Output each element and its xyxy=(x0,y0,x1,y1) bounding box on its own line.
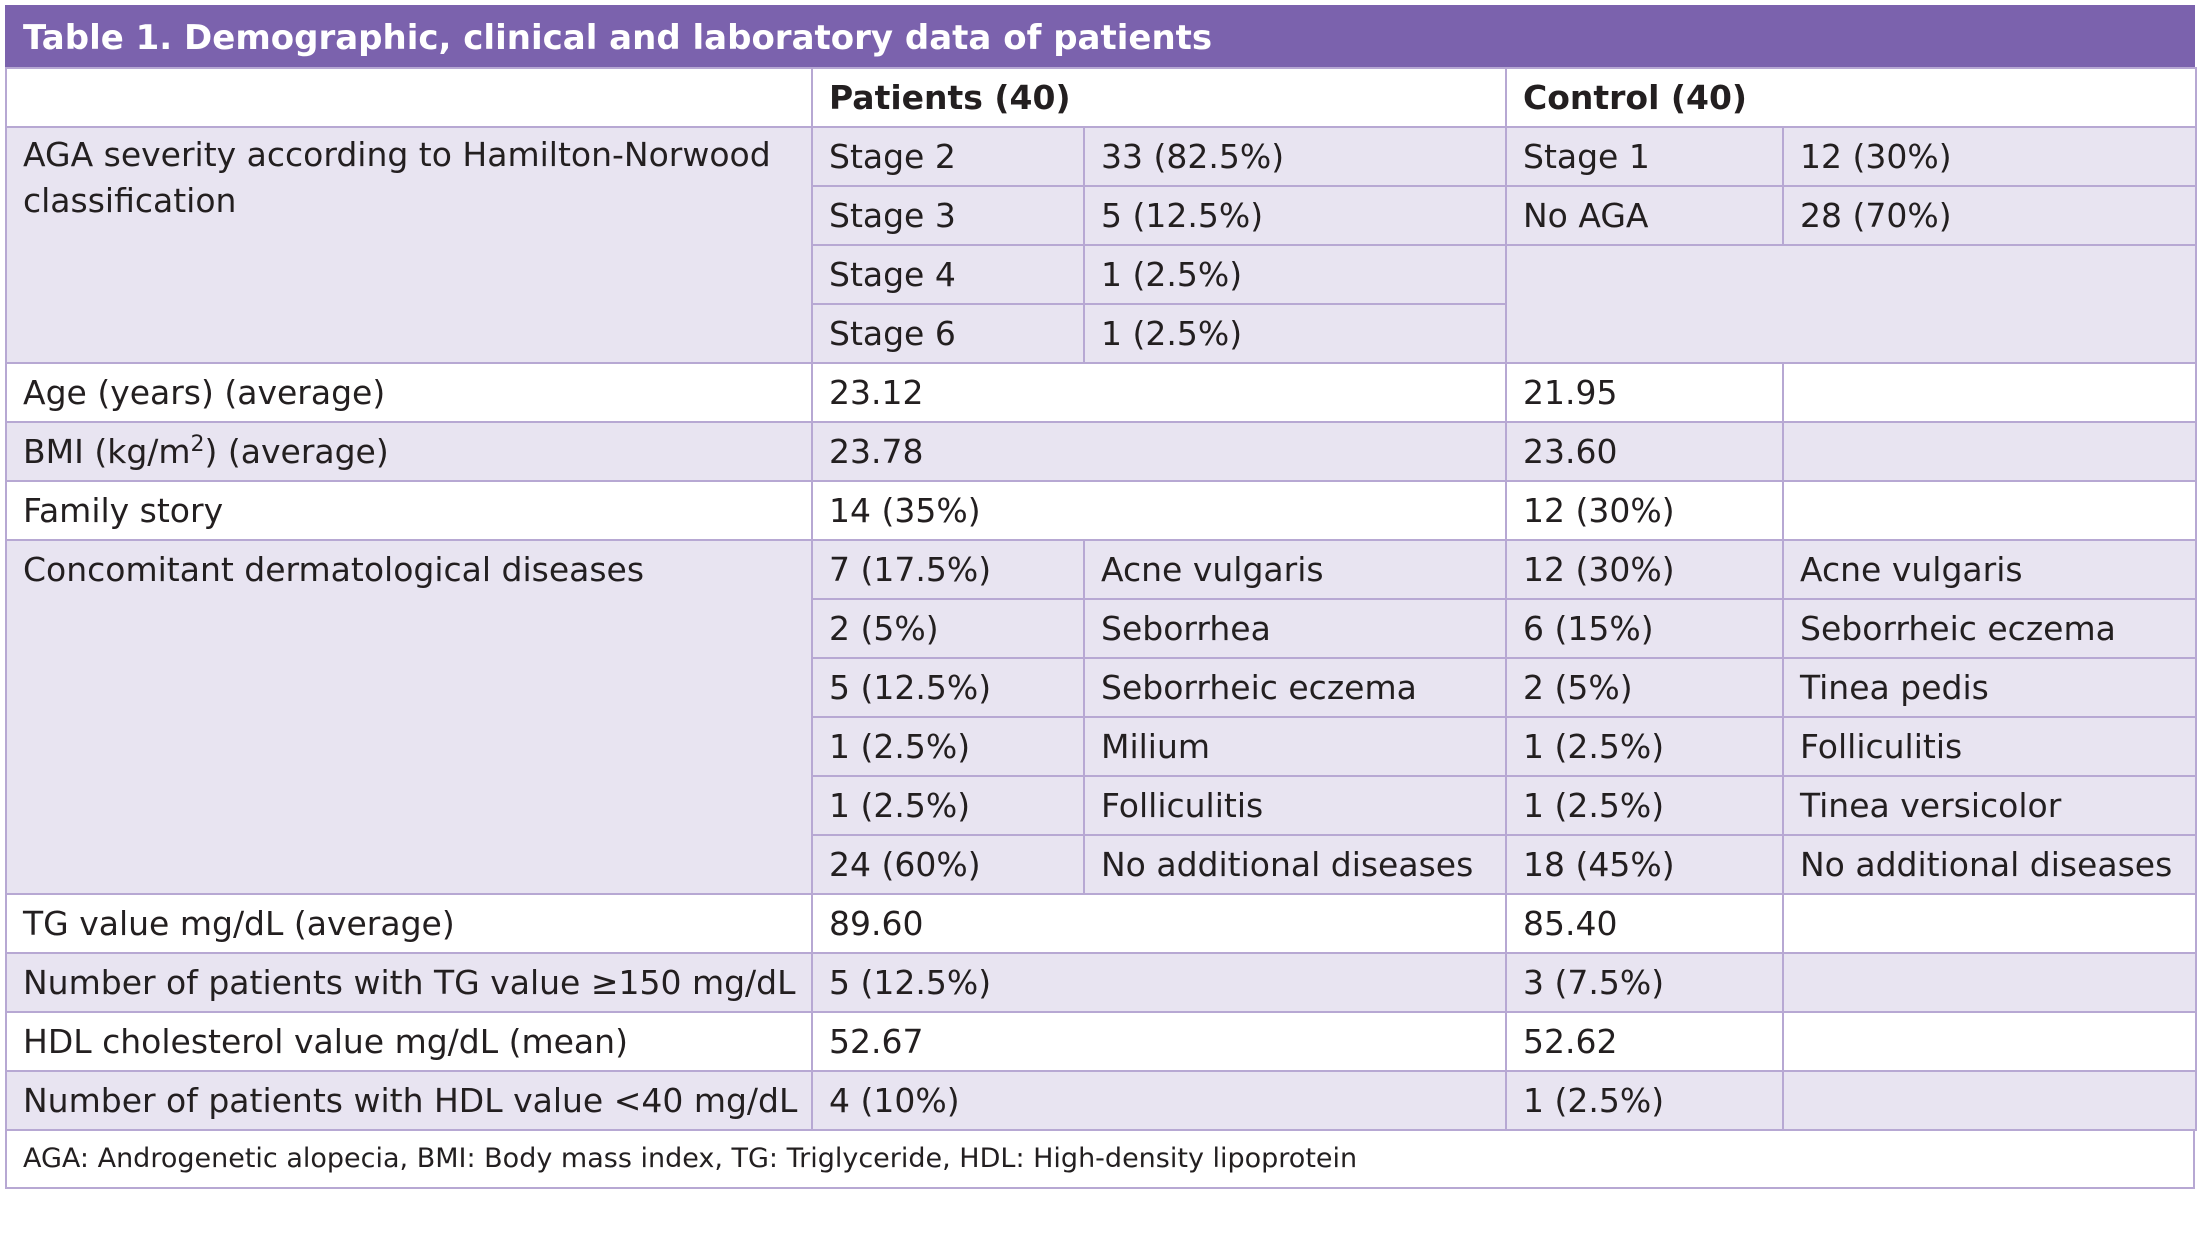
table-row: BMI (kg/m2) (average) 23.78 23.60 xyxy=(5,421,2197,482)
age-patients: 23.12 xyxy=(811,362,1507,423)
tg-control: 85.40 xyxy=(1505,893,1784,954)
tg-patients: 89.60 xyxy=(811,893,1507,954)
aga-control-value: 12 (30%) xyxy=(1782,126,2197,187)
derm-control-disease: Acne vulgaris xyxy=(1782,539,2197,600)
table-row: 24 (60%) No additional diseases 18 (45%)… xyxy=(6,834,2197,895)
derm-patient-value: 7 (17.5%) xyxy=(811,539,1085,600)
derm-patient-value: 1 (2.5%) xyxy=(811,775,1085,836)
data-table: Patients (40) Control (40) AGA severity … xyxy=(5,67,2197,1131)
derm-control-disease: Tinea pedis xyxy=(1782,657,2197,718)
derm-control-disease: Seborrheic eczema xyxy=(1782,598,2197,659)
aga-control-blank xyxy=(1505,244,2197,364)
derm-control-value: 1 (2.5%) xyxy=(1505,775,1784,836)
table-row: AGA severity according to Hamilton-Norwo… xyxy=(5,126,2197,364)
derm-control-value: 2 (5%) xyxy=(1505,657,1784,718)
hdl-control: 52.62 xyxy=(1505,1011,1784,1072)
derm-control-disease: Tinea versicolor xyxy=(1782,775,2197,836)
table-row: Number of patients with HDL value <40 mg… xyxy=(5,1070,2197,1131)
aga-patient-stage: Stage 2 xyxy=(811,126,1085,187)
derm-control-value: 18 (45%) xyxy=(1505,834,1784,895)
tg150-control: 3 (7.5%) xyxy=(1505,952,1784,1013)
table-row: 1 (2.5%) Milium 1 (2.5%) Folliculitis xyxy=(6,716,2197,777)
header-empty-cell xyxy=(5,67,813,128)
header-row: Patients (40) Control (40) xyxy=(5,67,2197,128)
row-label-tg150: Number of patients with TG value ≥150 mg… xyxy=(5,952,813,1013)
hdl40-patients: 4 (10%) xyxy=(811,1070,1507,1131)
tg-control-blank xyxy=(1782,893,2197,954)
bmi-patients: 23.78 xyxy=(811,421,1507,482)
aga-patient-stage: Stage 3 xyxy=(811,185,1085,246)
aga-patient-stage: Stage 6 xyxy=(811,303,1085,364)
row-label-family: Family story xyxy=(5,480,813,541)
aga-patient-value: 5 (12.5%) xyxy=(1083,185,1507,246)
family-control-blank xyxy=(1782,480,2197,541)
derm-control-disease: Folliculitis xyxy=(1782,716,2197,777)
table-title: Table 1. Demographic, clinical and labor… xyxy=(5,5,2195,67)
aga-patient-stage: Stage 4 xyxy=(811,244,1085,305)
aga-control-value: 28 (70%) xyxy=(1782,185,2197,246)
age-control-blank xyxy=(1782,362,2197,423)
bmi-control: 23.60 xyxy=(1505,421,1784,482)
table-row: Stage 4 1 (2.5%) xyxy=(6,244,2197,364)
derm-patient-value: 5 (12.5%) xyxy=(811,657,1085,718)
aga-control-stage: No AGA xyxy=(1505,185,1784,246)
aga-patient-value: 33 (82.5%) xyxy=(1083,126,1507,187)
table-row: 1 (2.5%) Folliculitis 1 (2.5%) Tinea ver… xyxy=(6,775,2197,836)
table-container: Table 1. Demographic, clinical and labor… xyxy=(5,5,2197,1189)
row-label-hdl40: Number of patients with HDL value <40 mg… xyxy=(5,1070,813,1131)
row-label-tg: TG value mg/dL (average) xyxy=(5,893,813,954)
derm-patient-disease: Milium xyxy=(1083,716,1507,777)
row-label-bmi: BMI (kg/m2) (average) xyxy=(5,421,813,482)
row-label-derm: Concomitant dermatological diseases xyxy=(5,539,813,895)
derm-patient-disease: No additional diseases xyxy=(1083,834,1507,895)
derm-patient-disease: Acne vulgaris xyxy=(1083,539,1507,600)
bmi-label-sup: 2 xyxy=(190,432,205,457)
hdl-patients: 52.67 xyxy=(811,1011,1507,1072)
table-row: Stage 3 5 (12.5%) No AGA 28 (70%) xyxy=(6,185,2197,246)
table-row: Family story 14 (35%) 12 (30%) xyxy=(5,480,2197,541)
age-control: 21.95 xyxy=(1505,362,1784,423)
row-label-hdl: HDL cholesterol value mg/dL (mean) xyxy=(5,1011,813,1072)
hdl40-control: 1 (2.5%) xyxy=(1505,1070,1784,1131)
row-label-aga: AGA severity according to Hamilton-Norwo… xyxy=(5,126,813,364)
table-footnote: AGA: Androgenetic alopecia, BMI: Body ma… xyxy=(5,1131,2195,1189)
family-patients: 14 (35%) xyxy=(811,480,1507,541)
table-row: 2 (5%) Seborrhea 6 (15%) Seborrheic ecze… xyxy=(6,598,2197,659)
table-row: Age (years) (average) 23.12 21.95 xyxy=(5,362,2197,423)
bmi-label-pre: BMI (kg/m xyxy=(23,432,191,471)
table-row: 5 (12.5%) Seborrheic eczema 2 (5%) Tinea… xyxy=(6,657,2197,718)
table-row: TG value mg/dL (average) 89.60 85.40 xyxy=(5,893,2197,954)
family-control: 12 (30%) xyxy=(1505,480,1784,541)
row-label-age: Age (years) (average) xyxy=(5,362,813,423)
header-control: Control (40) xyxy=(1505,67,2197,128)
derm-patient-disease: Folliculitis xyxy=(1083,775,1507,836)
derm-control-value: 12 (30%) xyxy=(1505,539,1784,600)
derm-control-disease: No additional diseases xyxy=(1782,834,2197,895)
table-row: HDL cholesterol value mg/dL (mean) 52.67… xyxy=(5,1011,2197,1072)
derm-patient-disease: Seborrheic eczema xyxy=(1083,657,1507,718)
derm-patient-disease: Seborrhea xyxy=(1083,598,1507,659)
table-row: Number of patients with TG value ≥150 mg… xyxy=(5,952,2197,1013)
tg150-control-blank xyxy=(1782,952,2197,1013)
bmi-control-blank xyxy=(1782,421,2197,482)
aga-control-stage: Stage 1 xyxy=(1505,126,1784,187)
derm-patient-value: 1 (2.5%) xyxy=(811,716,1085,777)
derm-control-value: 6 (15%) xyxy=(1505,598,1784,659)
derm-patient-value: 2 (5%) xyxy=(811,598,1085,659)
tg150-patients: 5 (12.5%) xyxy=(811,952,1507,1013)
aga-patient-value: 1 (2.5%) xyxy=(1083,244,1507,305)
hdl40-control-blank xyxy=(1782,1070,2197,1131)
header-patients: Patients (40) xyxy=(811,67,1507,128)
derm-control-value: 1 (2.5%) xyxy=(1505,716,1784,777)
table-row: Concomitant dermatological diseases 7 (1… xyxy=(5,539,2197,895)
bmi-label-post: ) (average) xyxy=(204,432,389,471)
table-row: Stage 6 1 (2.5%) xyxy=(6,303,2196,364)
hdl-control-blank xyxy=(1782,1011,2197,1072)
aga-patient-value: 1 (2.5%) xyxy=(1083,303,1507,364)
derm-patient-value: 24 (60%) xyxy=(811,834,1085,895)
